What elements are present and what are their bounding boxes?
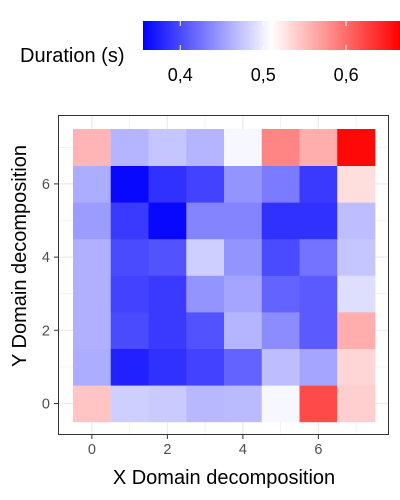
heatmap-cell bbox=[224, 129, 263, 166]
heatmap-cell bbox=[73, 385, 112, 423]
heatmap-cell bbox=[186, 312, 225, 349]
heatmap-cell bbox=[299, 129, 338, 166]
heatmap-cell bbox=[148, 348, 187, 386]
heatmap-cell bbox=[186, 238, 225, 276]
heatmap-cell bbox=[261, 202, 300, 240]
x-tick-label: 2 bbox=[163, 442, 171, 458]
heatmap-cell bbox=[148, 165, 187, 203]
y-tick-label: 4 bbox=[42, 250, 50, 266]
heatmap-cell bbox=[261, 165, 300, 203]
heatmap-cell bbox=[224, 275, 263, 313]
x-tick-label: 4 bbox=[239, 442, 247, 458]
legend: Duration (s) 0,4 0,5 0,6 bbox=[20, 21, 400, 85]
heatmap-cell bbox=[186, 385, 225, 423]
heatmap-cell bbox=[261, 238, 300, 276]
x-axis: 0 2 4 6 bbox=[88, 435, 322, 458]
y-tick-label: 0 bbox=[42, 397, 50, 413]
heatmap-cell bbox=[299, 275, 338, 313]
heatmap-cell bbox=[148, 202, 187, 240]
legend-ticks: 0,4 0,5 0,6 bbox=[168, 21, 359, 85]
panel-border bbox=[58, 115, 389, 435]
heatmap-cell bbox=[337, 165, 376, 203]
legend-tick-label: 0,5 bbox=[251, 65, 276, 85]
heatmap-cell bbox=[73, 275, 112, 313]
heatmap-cell bbox=[299, 385, 338, 423]
heatmap-cell bbox=[299, 238, 338, 276]
heatmap-cell bbox=[299, 165, 338, 203]
legend-color-bar bbox=[143, 21, 400, 50]
heatmap-cell bbox=[337, 348, 376, 386]
heatmap-cell bbox=[110, 348, 149, 386]
legend-title: Duration (s) bbox=[20, 45, 124, 67]
heatmap-cell bbox=[337, 202, 376, 240]
heatmap-cell bbox=[186, 165, 225, 203]
heatmap-cell bbox=[224, 312, 263, 349]
heatmap-cell bbox=[148, 312, 187, 349]
heatmap-cell bbox=[299, 202, 338, 240]
heatmap-cell bbox=[148, 385, 187, 423]
heatmap-cell bbox=[110, 238, 149, 276]
heatmap-cell bbox=[148, 129, 187, 166]
heatmap-cell bbox=[73, 165, 112, 203]
heatmap-cell bbox=[110, 275, 149, 313]
heatmap-cell bbox=[73, 129, 112, 166]
heatmap-cell bbox=[337, 275, 376, 313]
heatmap-cell bbox=[110, 165, 149, 203]
heatmap-cell bbox=[261, 385, 300, 423]
heatmap-cell bbox=[224, 385, 263, 423]
heatmap-cell bbox=[261, 129, 300, 166]
heatmap-cell bbox=[110, 385, 149, 423]
x-tick-label: 6 bbox=[314, 442, 322, 458]
heatmap-cell bbox=[73, 238, 112, 276]
heatmap-cell bbox=[148, 238, 187, 276]
y-axis: 0 2 4 6 bbox=[42, 177, 58, 413]
heatmap-cell bbox=[337, 129, 376, 166]
heatmap-cell bbox=[110, 202, 149, 240]
x-axis-title: X Domain decomposition bbox=[113, 467, 335, 489]
plot-panel bbox=[58, 115, 389, 435]
heatmap-cell bbox=[224, 165, 263, 203]
heatmap-cell bbox=[337, 312, 376, 349]
heatmap-cell bbox=[224, 238, 263, 276]
y-tick-label: 6 bbox=[42, 177, 50, 193]
y-tick-label: 2 bbox=[42, 323, 50, 339]
heatmap-cell bbox=[186, 348, 225, 386]
heatmap-cell bbox=[73, 202, 112, 240]
heatmap-cells bbox=[73, 129, 376, 423]
y-axis-title: Y Domain decomposition bbox=[9, 145, 31, 367]
heatmap-cell bbox=[186, 129, 225, 166]
heatmap-cell bbox=[73, 312, 112, 349]
heatmap-cell bbox=[148, 275, 187, 313]
heatmap-cell bbox=[299, 348, 338, 386]
heatmap-cell bbox=[186, 275, 225, 313]
heatmap-cell bbox=[224, 348, 263, 386]
heatmap-cell bbox=[261, 312, 300, 349]
heatmap-cell bbox=[337, 385, 376, 423]
heatmap-cell bbox=[299, 312, 338, 349]
legend-tick-label: 0,6 bbox=[334, 65, 359, 85]
heatmap-cell bbox=[224, 202, 263, 240]
x-tick-label: 0 bbox=[88, 442, 96, 458]
heatmap-cell bbox=[186, 202, 225, 240]
heatmap-cell bbox=[73, 348, 112, 386]
heatmap-cell bbox=[261, 348, 300, 386]
heatmap-cell bbox=[110, 129, 149, 166]
legend-tick-label: 0,4 bbox=[168, 65, 193, 85]
heatmap-cell bbox=[110, 312, 149, 349]
heatmap-cell bbox=[337, 238, 376, 276]
heatmap-cell bbox=[261, 275, 300, 313]
